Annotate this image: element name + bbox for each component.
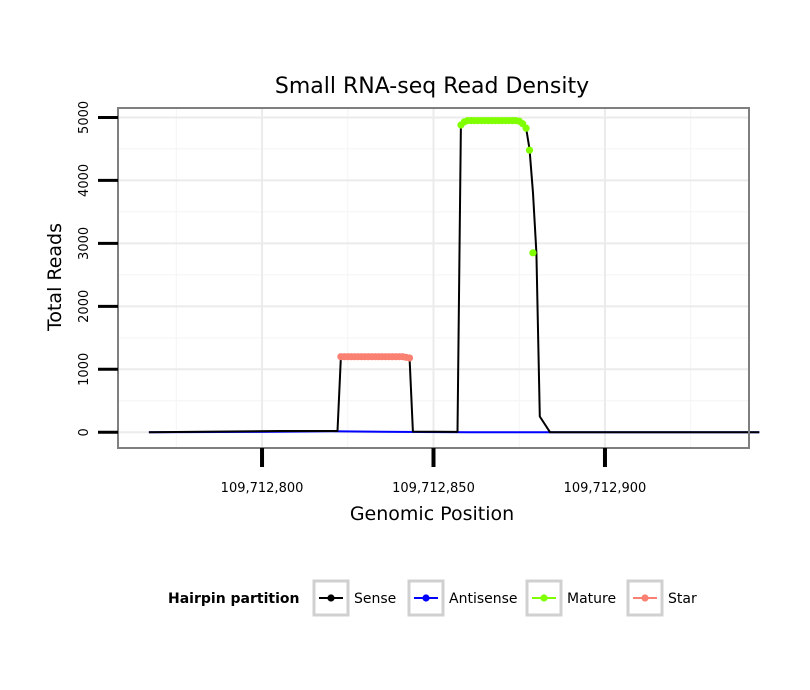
series-line-sense <box>148 119 760 434</box>
y-tick-label: 0 <box>77 428 92 436</box>
x-tick-label: 109,712,900 <box>564 481 647 496</box>
chart-title: Small RNA-seq Read Density <box>275 74 589 99</box>
legend-label: Mature <box>567 591 616 607</box>
legend-item-mature: Mature <box>525 579 616 617</box>
legend-point <box>422 594 430 602</box>
x-axis: 109,712,800 109,712,850 109,712,900 <box>221 448 647 496</box>
legend-item-sense: Sense <box>312 579 396 617</box>
legend-point <box>641 594 649 602</box>
legend-label: Sense <box>354 591 396 607</box>
legend-item-antisense: Antisense <box>407 579 518 617</box>
legend: Hairpin partition Sense Antisense Mature St… <box>168 579 697 617</box>
data-point-star <box>405 354 414 362</box>
data-point-mature <box>522 124 530 132</box>
legend-item-star: Star <box>626 579 697 617</box>
y-axis: 0 1000 2000 3000 4000 5000 <box>77 101 118 436</box>
y-tick-label: 1000 <box>77 353 92 386</box>
y-tick-label: 3000 <box>77 227 92 260</box>
y-tick-label: 2000 <box>77 290 92 323</box>
x-axis-label: Genomic Position <box>350 503 514 525</box>
x-tick-label: 109,712,850 <box>392 481 475 496</box>
y-tick-label: 4000 <box>77 164 92 197</box>
y-tick-label: 5000 <box>77 101 92 134</box>
x-tick-label: 109,712,800 <box>221 481 304 496</box>
legend-point <box>327 594 335 602</box>
legend-title: Hairpin partition <box>168 591 299 607</box>
series-lines <box>148 119 760 434</box>
grid <box>118 108 749 448</box>
data-point-mature <box>525 146 534 154</box>
data-point-mature <box>529 249 537 257</box>
legend-label: Antisense <box>449 591 518 607</box>
series-points <box>337 116 537 362</box>
legend-label: Star <box>668 591 697 607</box>
legend-point <box>540 594 548 602</box>
y-axis-label: Total Reads <box>44 223 66 332</box>
